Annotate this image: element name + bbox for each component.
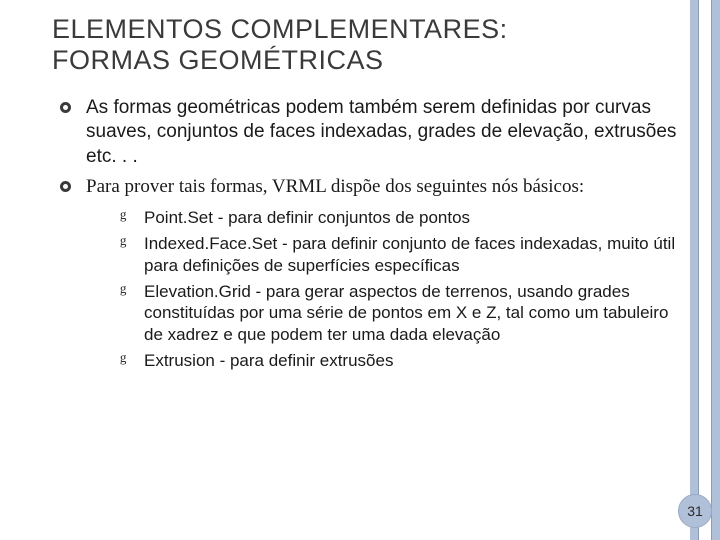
bullet-item: As formas geométricas podem também serem…: [60, 96, 680, 169]
tilde-bullet-icon: ᵍ: [120, 230, 127, 258]
sub-bullet-item: ᵍ Point.Set - para definir conjuntos de …: [120, 207, 680, 229]
sub-bullet-text: Elevation.Grid - para gerar aspectos de …: [144, 282, 668, 345]
main-bullet-list: As formas geométricas podem também serem…: [52, 96, 680, 372]
right-rail-inner: [698, 0, 712, 540]
title-line-2: FORMAS GEOMÉTRICAS: [52, 45, 384, 75]
page-number: 31: [687, 503, 703, 519]
slide-title: ELEMENTOS COMPLEMENTARES: FORMAS GEOMÉTR…: [52, 14, 680, 76]
ring-bullet-icon: [60, 102, 71, 113]
bullet-text: Para prover tais formas, VRML dispõe dos…: [86, 176, 584, 197]
sub-bullet-text: Point.Set - para definir conjuntos de po…: [144, 208, 470, 227]
bullet-text: As formas geométricas podem também serem…: [86, 97, 676, 167]
tilde-bullet-icon: ᵍ: [120, 204, 127, 232]
tilde-bullet-icon: ᵍ: [120, 278, 127, 306]
right-rail: [690, 0, 720, 540]
slide-body: ELEMENTOS COMPLEMENTARES: FORMAS GEOMÉTR…: [0, 0, 690, 540]
sub-bullet-list: ᵍ Point.Set - para definir conjuntos de …: [86, 199, 680, 371]
sub-bullet-text: Indexed.Face.Set - para definir conjunto…: [144, 234, 675, 275]
sub-bullet-item: ᵍ Indexed.Face.Set - para definir conjun…: [120, 233, 680, 277]
tilde-bullet-icon: ᵍ: [120, 347, 127, 375]
sub-bullet-text: Extrusion - para definir extrusões: [144, 351, 393, 370]
bullet-item: Para prover tais formas, VRML dispõe dos…: [60, 175, 680, 372]
title-line-1: ELEMENTOS COMPLEMENTARES:: [52, 14, 508, 44]
ring-bullet-icon: [60, 181, 71, 192]
sub-bullet-item: ᵍ Elevation.Grid - para gerar aspectos d…: [120, 281, 680, 346]
page-number-badge: 31: [678, 494, 712, 528]
sub-bullet-item: ᵍ Extrusion - para definir extrusões: [120, 350, 680, 372]
